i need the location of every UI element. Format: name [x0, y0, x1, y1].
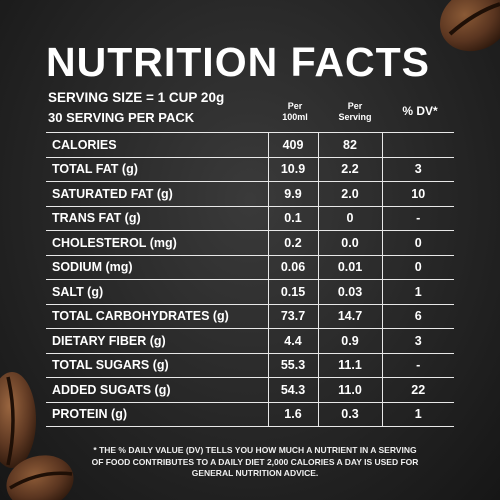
table-row: ADDED SUGATS (g) 54.3 11.0 22: [46, 377, 454, 403]
value-per-100ml: 0.2: [267, 230, 318, 256]
page-title: NUTRITION FACTS: [46, 39, 430, 85]
value-per-100ml: 0.15: [267, 279, 318, 305]
value-dv: 3: [381, 328, 454, 354]
value-per-serving: 0.3: [317, 402, 382, 427]
value-per-serving: 0.9: [317, 328, 382, 354]
nutrient-name: SATURATED FAT (g): [46, 181, 268, 207]
table-row: SODIUM (mg) 0.06 0.01 0: [46, 255, 454, 280]
nutrient-name: TOTAL SUGARS (g): [46, 353, 268, 378]
table-row: PROTEIN (g) 1.6 0.3 1: [46, 402, 454, 427]
value-per-serving: 82: [317, 132, 382, 158]
value-per-100ml: 0.06: [267, 255, 318, 280]
value-dv: 6: [381, 304, 454, 329]
table-row: SALT (g) 0.15 0.03 1: [46, 279, 454, 305]
nutrient-name: DIETARY FIBER (g): [46, 328, 268, 354]
table-row: CALORIES 409 82: [46, 132, 454, 158]
nutrient-name: ADDED SUGATS (g): [46, 377, 268, 403]
nutrient-name: TOTAL CARBOHYDRATES (g): [46, 304, 268, 329]
value-dv: 0: [381, 230, 454, 256]
column-header-per-serving: Per Serving: [325, 101, 385, 123]
table-row: TRANS FAT (g) 0.1 0-: [46, 206, 454, 231]
value-per-100ml: 0.1: [267, 206, 318, 231]
value-per-serving: 0.01: [317, 255, 382, 280]
value-per-100ml: 1.6: [267, 402, 318, 427]
value-per-100ml: 9.9: [267, 181, 318, 207]
nutrient-name: PROTEIN (g): [46, 402, 268, 427]
column-header-per-serving-line2: Serving: [338, 112, 372, 122]
value-dv: [381, 132, 454, 158]
column-header-per-100ml-line2: 100ml: [282, 112, 308, 122]
value-per-serving: 11.0: [317, 377, 382, 403]
value-dv: 0: [381, 255, 454, 280]
value-per-100ml: 73.7: [267, 304, 318, 329]
value-per-serving: 2.0: [317, 181, 382, 207]
value-dv: -: [381, 353, 454, 378]
serving-size: SERVING SIZE = 1 CUP 20g: [48, 90, 225, 105]
table-row: TOTAL SUGARS (g) 55.3 11.1-: [46, 353, 454, 378]
column-header-per-100ml: Per 100ml: [270, 101, 320, 123]
table-row: TOTAL CARBOHYDRATES (g) 73.7 14.7 6: [46, 304, 454, 329]
value-per-100ml: 4.4: [267, 328, 318, 354]
table-row: DIETARY FIBER (g) 4.4 0.9 3: [46, 328, 454, 354]
footnote: * THE % DAILY VALUE (DV) TELLS YOU HOW M…: [91, 445, 419, 478]
column-header-per-100ml-line1: Per: [287, 101, 303, 111]
value-per-serving: 0: [317, 206, 382, 231]
value-per-100ml: 54.3: [267, 377, 318, 403]
nutrient-name: TRANS FAT (g): [46, 206, 268, 231]
nutrition-table: CALORIES 409 82 TOTAL FAT (g) 10.9 2.2 3 SATURA…: [46, 132, 454, 427]
value-per-100ml: 409: [267, 132, 318, 158]
value-per-serving: 14.7: [317, 304, 382, 329]
value-per-100ml: 10.9: [267, 157, 318, 182]
value-per-serving: 0.0: [317, 230, 382, 256]
coffee-bean-left-middle: [0, 372, 36, 468]
coffee-bean-bottom-left: [6, 455, 74, 500]
table-row: SATURATED FAT (g) 9.9 2.0 10: [46, 181, 454, 207]
column-header-per-serving-line1: Per: [347, 101, 363, 111]
nutrient-name: CALORIES: [46, 132, 268, 158]
nutrient-name: SALT (g): [46, 279, 268, 305]
value-dv: 10: [381, 181, 454, 207]
nutrient-name: SODIUM (mg): [46, 255, 268, 280]
table-row: CHOLESTEROL (mg) 0.2 0.0 0: [46, 230, 454, 256]
table-row: TOTAL FAT (g) 10.9 2.2 3: [46, 157, 454, 182]
nutrient-name: CHOLESTEROL (mg): [46, 230, 268, 256]
value-dv: 1: [381, 279, 454, 305]
value-per-serving: 2.2: [317, 157, 382, 182]
value-per-100ml: 55.3: [267, 353, 318, 378]
column-header-dv: % DV*: [402, 104, 438, 118]
value-per-serving: 11.1: [317, 353, 382, 378]
servings-per-pack: 30 SERVING PER PACK: [48, 110, 195, 125]
value-per-serving: 0.03: [317, 279, 382, 305]
nutrient-name: TOTAL FAT (g): [46, 157, 268, 182]
value-dv: -: [381, 206, 454, 231]
value-dv: 1: [381, 402, 454, 427]
coffee-bean-top-right: [439, 0, 500, 52]
value-dv: 3: [381, 157, 454, 182]
value-dv: 22: [381, 377, 454, 403]
